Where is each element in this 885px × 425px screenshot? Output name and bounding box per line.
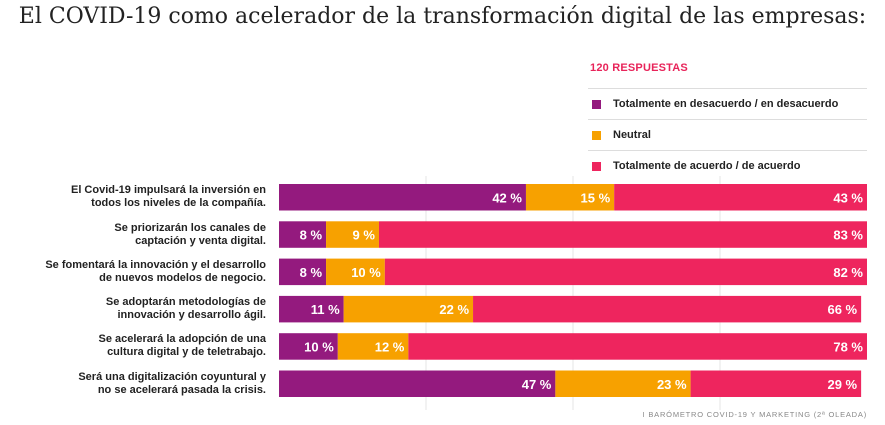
value-label-neutral-row-4: 22 % — [439, 302, 469, 317]
value-label-neutral-row-6: 23 % — [657, 377, 687, 392]
bar-segment-agree-row-1 — [614, 184, 867, 211]
category-label-line: captación y venta digital. — [135, 234, 266, 247]
value-label-disagree-row-5: 10 % — [304, 339, 334, 354]
value-label-neutral-row-1: 15 % — [581, 190, 611, 205]
value-label-neutral-row-3: 10 % — [351, 265, 381, 280]
legend-swatch-disagree — [592, 99, 601, 109]
legend-label-disagree: Totalmente en desacuerdo / en desacuerdo — [613, 98, 839, 110]
value-label-disagree-row-1: 42 % — [492, 190, 522, 205]
category-label-line: todos los niveles de la compañía. — [91, 197, 266, 210]
value-label-agree-row-3: 82 % — [833, 265, 863, 280]
bar-segment-agree-row-2 — [378, 221, 867, 248]
source-note: I BARÓMETRO COVID-19 Y MARKETING (2ª OLE… — [642, 410, 867, 419]
category-label-line: de nuevos modelos de negocio. — [99, 271, 266, 284]
category-label-row-6: Será una digitalización coyuntural y no s… — [0, 371, 266, 397]
value-label-neutral-row-5: 12 % — [375, 339, 405, 354]
page-title: El COVID-19 como acelerador de la transf… — [18, 4, 867, 29]
bar-segment-disagree-row-5 — [279, 333, 338, 360]
legend-item-disagree: Totalmente en desacuerdo / en desacuerdo — [588, 88, 867, 119]
value-label-agree-row-1: 43 % — [833, 190, 863, 205]
bar-segment-agree-row-6 — [690, 370, 862, 397]
category-label-row-4: Se adoptarán metodologías de innovación y… — [0, 296, 266, 322]
legend-heading: 120 RESPUESTAS — [590, 62, 688, 74]
category-label-row-5: Se acelerará la adopción de una cultura d… — [0, 333, 266, 359]
category-label-row-1: El Covid-19 impulsará la inversión en tod… — [0, 184, 266, 210]
category-label-line: cultura digital y de teletrabajo. — [107, 346, 266, 359]
category-label-line: innovación y desarrollo ágil. — [117, 309, 266, 322]
bar-segment-disagree-row-4 — [279, 295, 344, 323]
legend-swatch-agree — [592, 161, 601, 171]
legend-label-neutral: Neutral — [613, 129, 651, 141]
value-label-disagree-row-3: 8 % — [300, 265, 323, 280]
bar-segment-neutral-row-6 — [555, 370, 691, 397]
legend-label-agree: Totalmente de acuerdo / de acuerdo — [613, 160, 801, 172]
bar-segment-neutral-row-2 — [326, 221, 379, 248]
legend-swatch-neutral — [592, 130, 601, 140]
category-label-line: no se acelerará pasada la crisis. — [97, 383, 266, 396]
value-label-agree-row-2: 83 % — [833, 228, 863, 243]
legend-item-agree: Totalmente de acuerdo / de acuerdo — [588, 150, 867, 181]
bar-segment-agree-row-5 — [408, 333, 867, 360]
category-label-row-2: Se priorizarán los canales de captación y… — [0, 222, 266, 248]
value-label-disagree-row-4: 11 % — [311, 302, 340, 317]
legend: 120 RESPUESTAS Totalmente en desacuerdo … — [588, 62, 867, 181]
bar-segment-disagree-row-1 — [279, 184, 526, 211]
bar-segment-agree-row-4 — [473, 295, 862, 323]
bar-segment-disagree-row-3 — [279, 258, 327, 286]
bar-segment-neutral-row-4 — [343, 295, 474, 323]
legend-item-neutral: Neutral — [588, 119, 867, 150]
category-label-row-3: Se fomentará la innovación y el desarrol… — [0, 259, 266, 285]
category-label-line: Se adoptarán metodologías de — [105, 296, 266, 309]
category-label-line: Se fomentará la innovación y el desarrol… — [45, 258, 266, 271]
category-label-line: El Covid-19 impulsará la inversión en — [70, 184, 266, 197]
category-label-line: Se priorizarán los canales de — [114, 221, 266, 234]
value-label-disagree-row-2: 8 % — [300, 228, 323, 243]
value-label-disagree-row-6: 47 % — [522, 377, 552, 392]
value-label-agree-row-5: 78 % — [833, 339, 863, 354]
value-label-neutral-row-2: 9 % — [353, 228, 376, 243]
value-label-agree-row-4: 66 % — [827, 302, 857, 317]
category-label-line: Será una digitalización coyuntural y — [78, 370, 266, 383]
category-label-line: Se acelerará la adopción de una — [98, 333, 266, 346]
bar-segment-neutral-row-5 — [337, 333, 409, 360]
bar-segment-disagree-row-6 — [279, 370, 556, 397]
bar-segment-agree-row-3 — [384, 258, 867, 286]
bar-segment-neutral-row-1 — [525, 184, 615, 211]
bar-segment-neutral-row-3 — [326, 258, 385, 286]
value-label-agree-row-6: 29 % — [827, 377, 857, 392]
bar-segment-disagree-row-2 — [279, 221, 327, 248]
